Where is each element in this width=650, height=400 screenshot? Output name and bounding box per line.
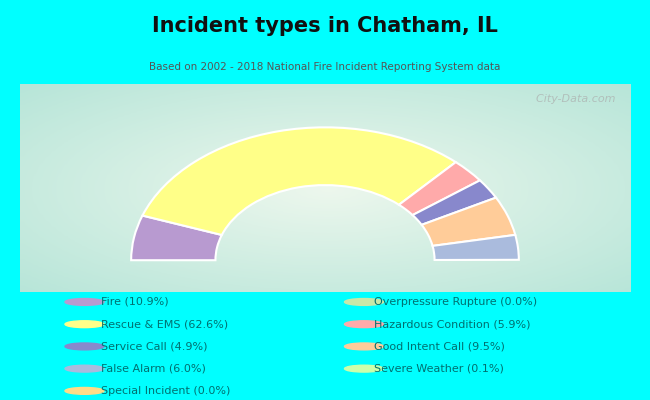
Text: Service Call (4.9%): Service Call (4.9%) [101,342,207,352]
Text: Fire (10.9%): Fire (10.9%) [101,297,168,307]
Circle shape [344,298,383,305]
Circle shape [344,321,383,328]
Wedge shape [413,180,496,225]
Wedge shape [142,127,456,235]
Wedge shape [399,162,480,215]
Text: City-Data.com: City-Data.com [529,94,616,104]
Wedge shape [131,216,222,260]
Text: Rescue & EMS (62.6%): Rescue & EMS (62.6%) [101,319,228,329]
Text: Overpressure Rupture (0.0%): Overpressure Rupture (0.0%) [374,297,537,307]
Circle shape [65,321,104,328]
Text: Severe Weather (0.1%): Severe Weather (0.1%) [374,364,504,374]
Text: False Alarm (6.0%): False Alarm (6.0%) [101,364,205,374]
Circle shape [65,343,104,350]
Text: Based on 2002 - 2018 National Fire Incident Reporting System data: Based on 2002 - 2018 National Fire Incid… [150,62,500,72]
Circle shape [344,343,383,350]
Circle shape [65,388,104,394]
Wedge shape [432,235,519,260]
Text: Incident types in Chatham, IL: Incident types in Chatham, IL [152,16,498,36]
Text: Special Incident (0.0%): Special Incident (0.0%) [101,386,230,396]
Text: Good Intent Call (9.5%): Good Intent Call (9.5%) [374,342,504,352]
Wedge shape [422,198,515,246]
Circle shape [65,298,104,305]
Circle shape [344,365,383,372]
Text: Hazardous Condition (5.9%): Hazardous Condition (5.9%) [374,319,530,329]
Circle shape [65,365,104,372]
